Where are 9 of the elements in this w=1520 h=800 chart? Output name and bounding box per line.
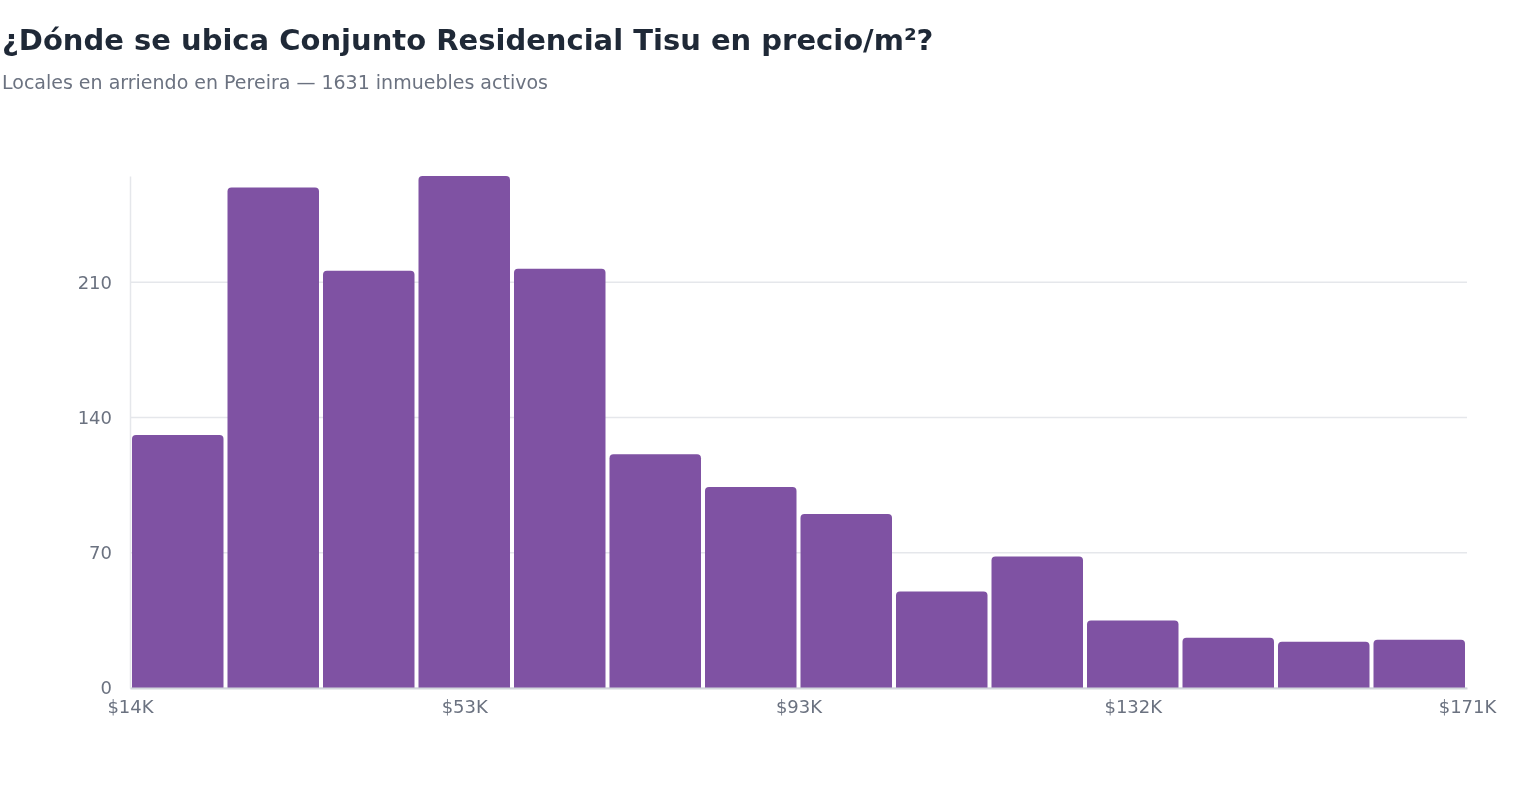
x-tick-label: $171K — [1438, 695, 1498, 717]
y-tick-label: 140 — [77, 406, 112, 428]
x-tick-label: $53K — [441, 695, 490, 717]
chart-subtitle: Locales en arriendo en Pereira — 1631 inmuebles activos — [2, 71, 548, 93]
x-tick-label: $132K — [1104, 695, 1164, 717]
y-tick-label: 70 — [89, 542, 112, 564]
chart-title: ¿Dónde se ubica Conjunto Residencial Tisu en precio/m²? — [2, 23, 934, 57]
y-tick-label: 210 — [77, 271, 112, 293]
x-tick-label: $93K — [775, 695, 824, 717]
